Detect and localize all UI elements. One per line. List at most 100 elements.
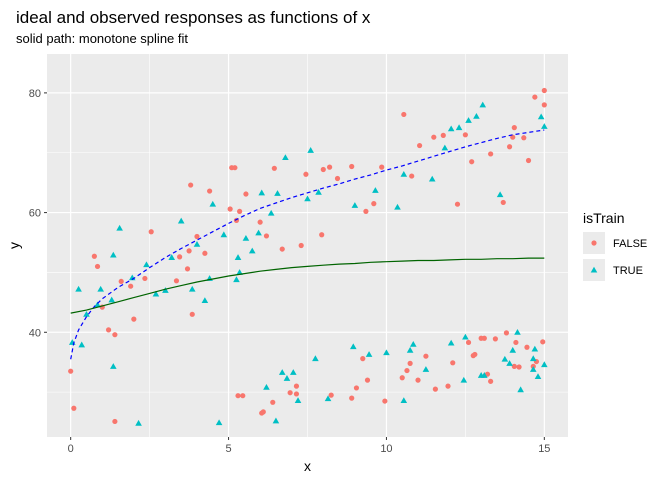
point-true — [465, 117, 472, 123]
point-false — [105, 327, 112, 333]
point-true — [509, 346, 517, 353]
point-true — [501, 355, 509, 362]
point-true — [351, 202, 359, 208]
point-true — [215, 419, 223, 426]
point-true — [307, 147, 314, 153]
point-false — [71, 405, 77, 411]
point-false — [416, 142, 423, 149]
point-false — [503, 330, 510, 336]
point-false — [327, 164, 333, 170]
point-false — [293, 383, 300, 389]
point-true — [479, 101, 487, 108]
y-tick-label: 60 — [29, 208, 41, 220]
point-true — [541, 123, 548, 129]
point-true — [534, 373, 542, 380]
point-false — [227, 206, 233, 212]
point-false — [510, 134, 516, 140]
legend-marker-false — [591, 240, 597, 246]
point-false — [450, 360, 456, 366]
point-false — [488, 151, 494, 157]
point-true — [116, 224, 123, 231]
point-true — [394, 203, 401, 210]
point-true — [278, 369, 286, 375]
point-false — [112, 332, 118, 338]
point-true — [324, 395, 332, 402]
point-false — [488, 378, 494, 384]
point-true — [233, 276, 240, 283]
point-false — [407, 360, 413, 366]
point-false — [511, 125, 517, 131]
point-true — [537, 113, 545, 120]
point-true — [372, 187, 379, 193]
point-false — [94, 263, 101, 270]
point-false — [399, 375, 405, 381]
point-true — [304, 195, 311, 202]
x-tick-label: 15 — [538, 443, 550, 455]
legend-label-true: TRUE — [613, 265, 643, 277]
point-true — [209, 200, 217, 207]
point-true — [473, 112, 480, 119]
point-false — [521, 135, 527, 141]
point-false — [68, 368, 74, 374]
point-true — [315, 188, 322, 195]
x-axis-title: x — [304, 458, 311, 474]
point-false — [186, 248, 192, 254]
point-true — [529, 366, 537, 372]
point-false — [465, 339, 472, 346]
point-false — [271, 165, 277, 171]
point-false — [177, 254, 183, 260]
point-true — [272, 417, 280, 424]
point-true — [248, 247, 256, 254]
point-false — [541, 102, 547, 108]
point-true — [78, 341, 86, 348]
point-false — [404, 367, 410, 374]
fit-curve — [70, 257, 545, 314]
legend-label-false: FALSE — [613, 238, 647, 250]
point-false — [189, 311, 195, 317]
point-true — [422, 366, 430, 372]
point-false — [334, 175, 341, 182]
x-tick-label: 0 — [68, 443, 74, 455]
data-points — [68, 87, 548, 426]
point-true — [400, 397, 408, 403]
point-false — [319, 232, 325, 238]
point-true — [383, 349, 390, 356]
point-true — [289, 369, 297, 375]
point-true — [409, 340, 417, 347]
point-false — [524, 344, 530, 350]
point-false — [462, 132, 468, 138]
point-false — [415, 377, 421, 383]
point-false — [382, 398, 388, 404]
point-true — [349, 343, 357, 350]
point-false — [173, 278, 180, 284]
point-false — [287, 390, 293, 396]
point-true — [312, 355, 319, 362]
point-true — [135, 419, 142, 426]
y-tick-label: 80 — [29, 88, 41, 100]
point-true — [168, 254, 176, 260]
point-false — [128, 283, 134, 289]
point-false — [257, 219, 263, 225]
point-false — [118, 278, 124, 285]
point-false — [513, 339, 519, 346]
point-false — [131, 316, 137, 322]
point-true — [110, 363, 117, 369]
point-true — [477, 372, 485, 378]
point-true — [83, 311, 90, 317]
point-false — [506, 144, 513, 150]
point-true — [400, 170, 408, 177]
chart-title: ideal and observed responses as function… — [16, 8, 371, 27]
point-true — [447, 339, 455, 346]
point-false — [298, 242, 304, 249]
point-false — [293, 391, 300, 397]
point-true — [162, 287, 169, 293]
point-true — [294, 397, 302, 403]
point-false — [207, 188, 213, 194]
point-true — [143, 261, 150, 268]
point-false — [235, 393, 241, 399]
point-true — [255, 229, 262, 236]
ideal-curve — [70, 129, 545, 360]
point-false — [532, 94, 538, 100]
point-false — [454, 201, 461, 207]
point-true — [201, 297, 209, 304]
